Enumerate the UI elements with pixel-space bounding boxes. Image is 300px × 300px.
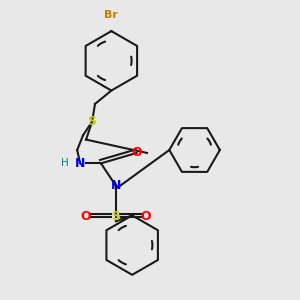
- Text: O: O: [81, 210, 92, 224]
- Text: H: H: [61, 158, 69, 168]
- Text: O: O: [131, 146, 142, 160]
- Text: S: S: [88, 115, 97, 128]
- Text: Br: Br: [104, 10, 118, 20]
- Text: S: S: [111, 210, 120, 224]
- Text: N: N: [111, 179, 121, 192]
- Text: O: O: [140, 210, 151, 224]
- Text: N: N: [75, 157, 85, 170]
